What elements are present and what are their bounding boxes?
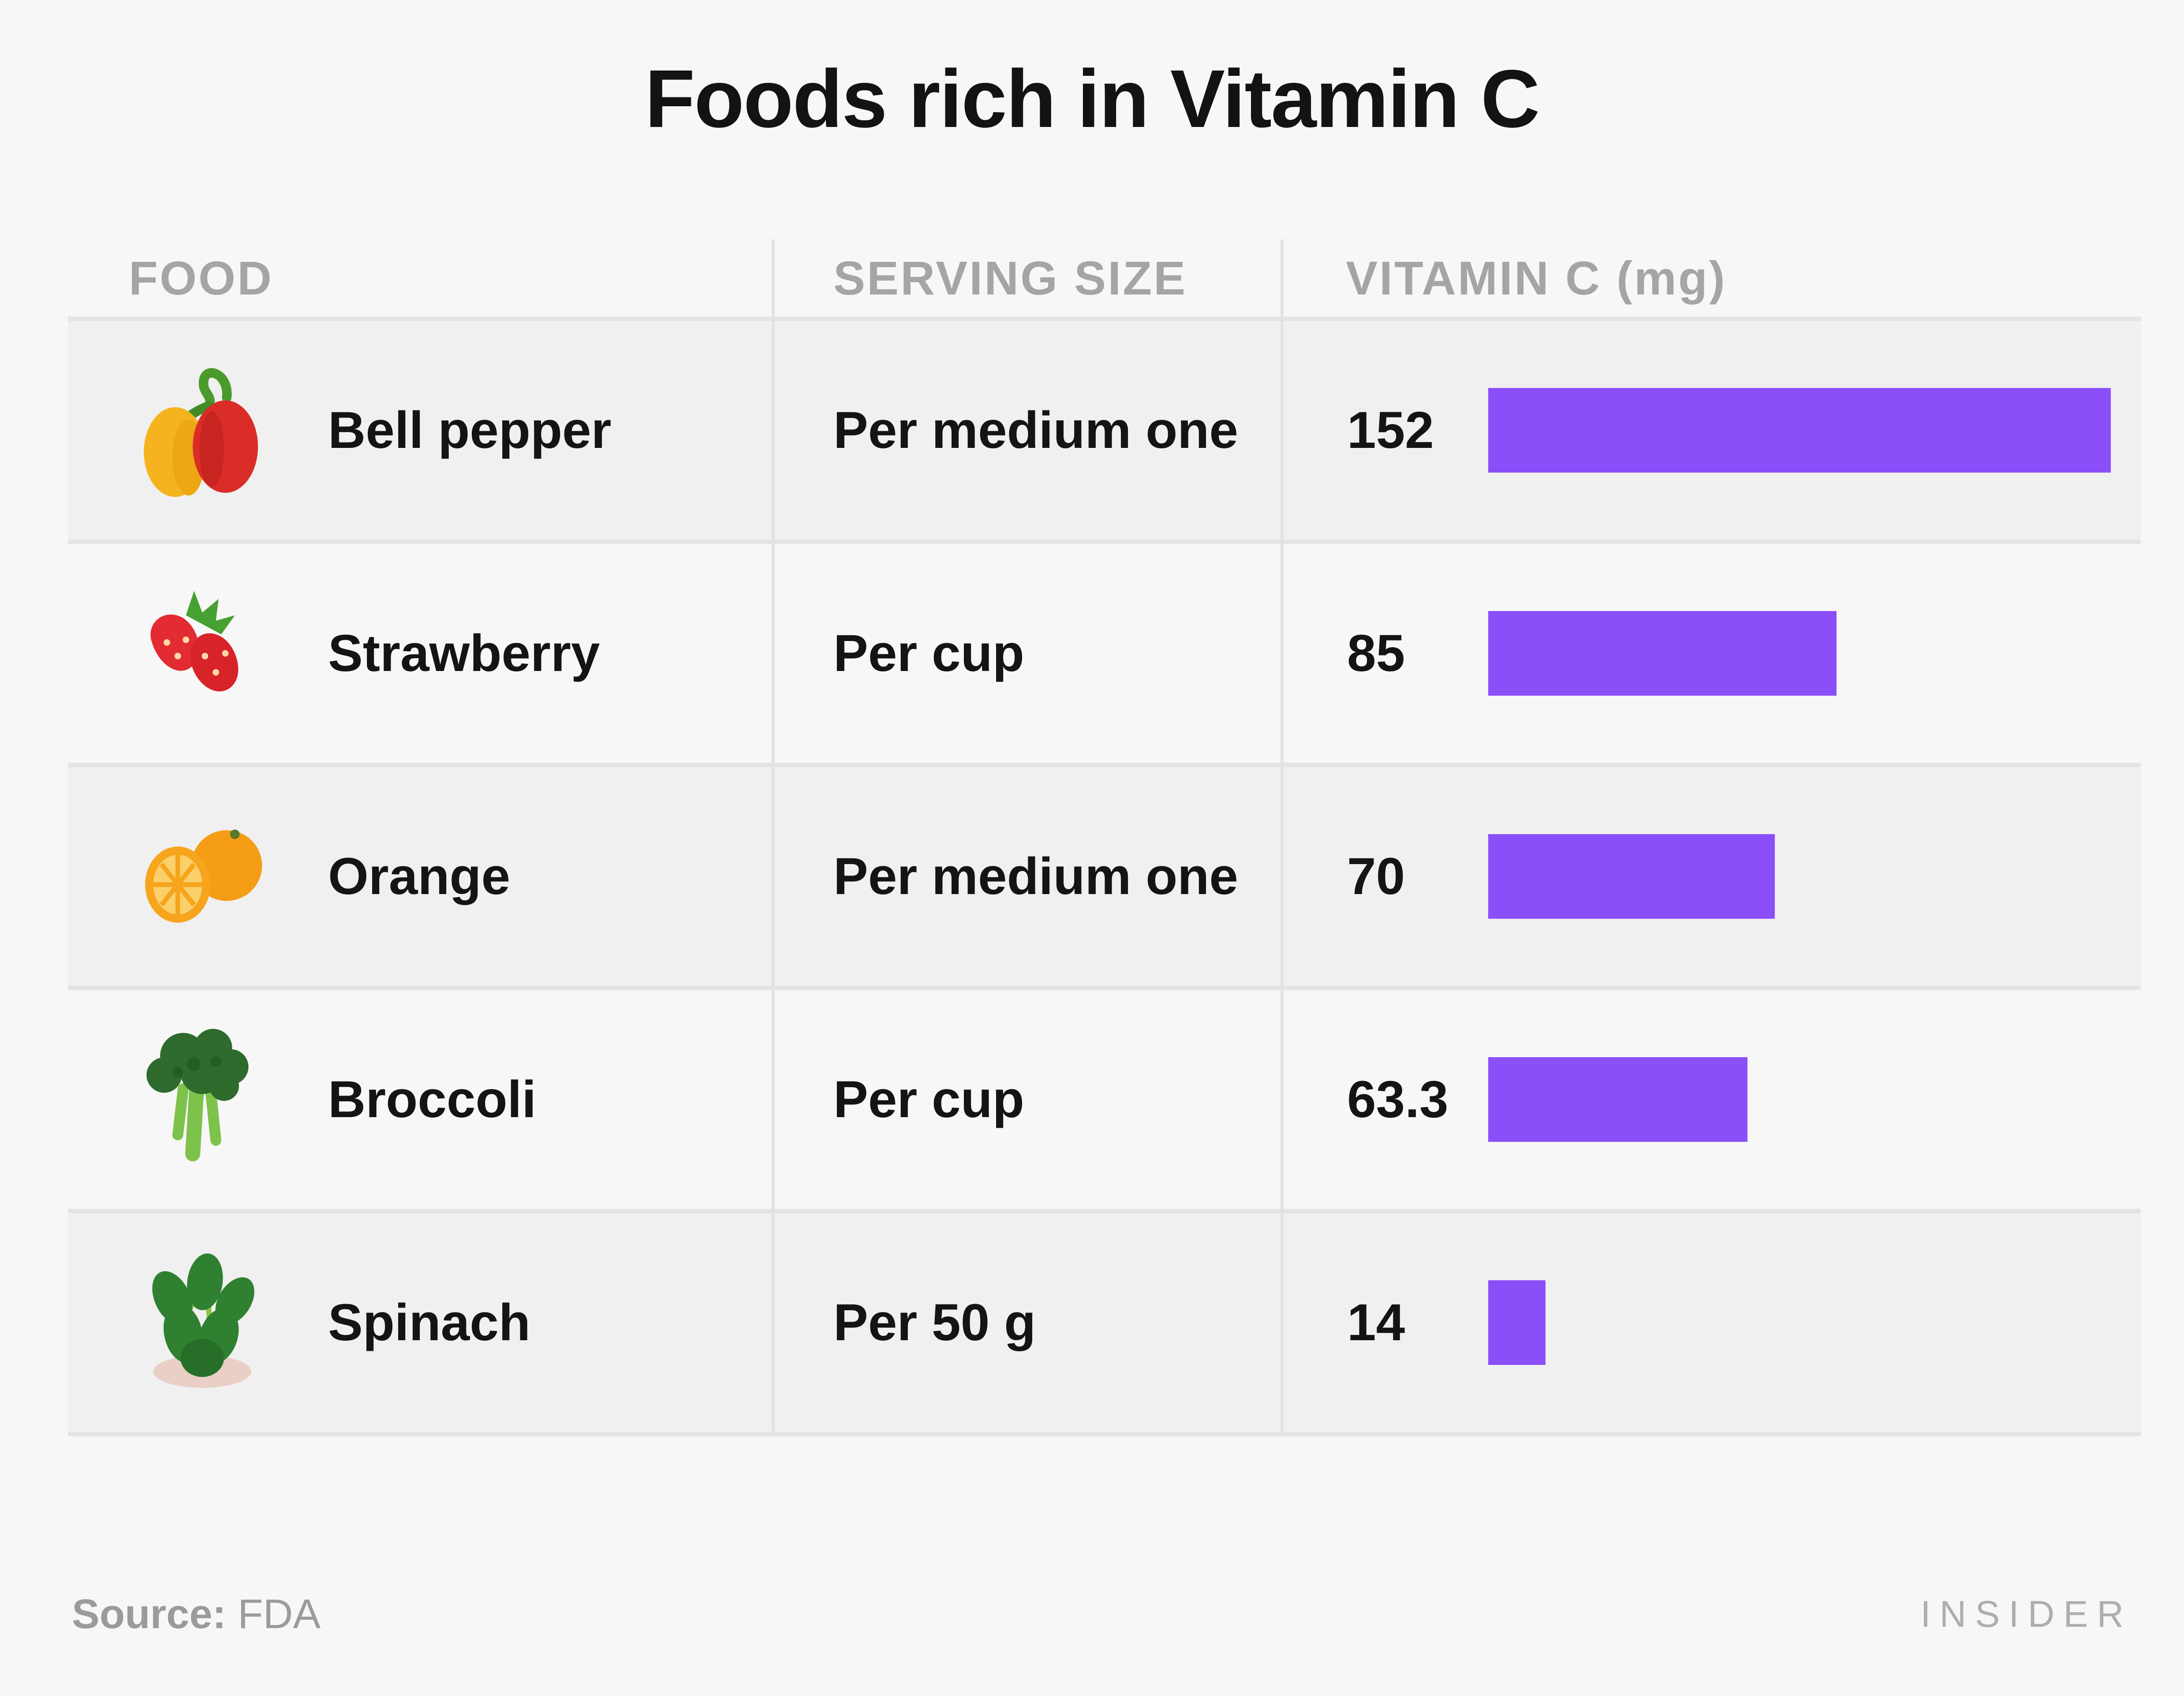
spinach-image [126, 1232, 289, 1413]
serving-size: Per medium one [833, 401, 1239, 459]
table-row: Bell pepper Per medium one 152 [68, 317, 2141, 540]
broccoli-image [126, 1009, 289, 1190]
source-label: Source: [72, 1591, 226, 1637]
food-cell: Orange [68, 767, 772, 986]
vitamin-c-bar [1488, 388, 2111, 473]
vitamin-c-bar [1488, 611, 1837, 696]
vitamin-c-cell: 70 [1281, 767, 2141, 986]
strawberry-image [126, 563, 289, 744]
serving-size: Per medium one [833, 847, 1239, 906]
serving-size: Per cup [833, 1070, 1024, 1129]
food-cell: Bell pepper [68, 321, 772, 540]
table-row: Strawberry Per cup 85 [68, 540, 2141, 763]
source-credit: Source: FDA [72, 1590, 321, 1638]
vitamin-c-bar [1488, 1057, 1747, 1142]
serving-size: Per 50 g [833, 1293, 1036, 1352]
serving-size-cell: Per cup [772, 544, 1281, 763]
vitamin-c-cell: 14 [1281, 1213, 2141, 1432]
food-cell: Spinach [68, 1213, 772, 1432]
vitamin-c-value: 63.3 [1347, 1070, 1449, 1129]
orange-image [126, 786, 289, 967]
bell-pepper-image [126, 340, 289, 521]
vitamin-c-cell: 63.3 [1281, 990, 2141, 1209]
food-cell: Broccoli [68, 990, 772, 1209]
column-divider [772, 239, 775, 1436]
vitamin-c-value: 70 [1347, 847, 1405, 906]
table-row: Spinach Per 50 g 14 [68, 1209, 2141, 1432]
table-header-row: FOOD SERVING SIZE VITAMIN C (mg) [68, 239, 2141, 317]
food-cell: Strawberry [68, 544, 772, 763]
column-divider [1281, 239, 1284, 1436]
food-name: Bell pepper [328, 401, 612, 459]
vitamin-c-cell: 152 [1281, 321, 2141, 540]
food-name: Strawberry [328, 624, 600, 682]
vitamin-c-bar [1488, 1280, 1546, 1365]
serving-size-cell: Per medium one [772, 321, 1281, 540]
serving-size-cell: Per medium one [772, 767, 1281, 986]
food-name: Orange [328, 847, 511, 906]
serving-size-cell: Per cup [772, 990, 1281, 1209]
vitamin-c-table: FOOD SERVING SIZE VITAMIN C (mg) Bell pe… [68, 239, 2141, 1436]
insider-logo: INSIDER [1920, 1593, 2132, 1635]
food-name: Broccoli [328, 1070, 537, 1129]
vitamin-c-value: 14 [1347, 1293, 1405, 1352]
serving-size-cell: Per 50 g [772, 1213, 1281, 1432]
column-header-serving-size: SERVING SIZE [833, 251, 1187, 305]
vitamin-c-value: 85 [1347, 624, 1405, 682]
source-value: FDA [238, 1591, 321, 1637]
column-header-food: FOOD [129, 251, 273, 305]
footer: Source: FDA INSIDER [0, 1590, 2184, 1638]
table-row: Orange Per medium one 70 [68, 763, 2141, 986]
serving-size: Per cup [833, 624, 1024, 682]
table-row: Broccoli Per cup 63.3 [68, 986, 2141, 1209]
vitamin-c-cell: 85 [1281, 544, 2141, 763]
vitamin-c-infographic: Foods rich in Vitamin C FOOD SERVING SIZ… [0, 58, 2184, 1696]
vitamin-c-value: 152 [1347, 401, 1434, 459]
page-title: Foods rich in Vitamin C [645, 53, 1540, 145]
vitamin-c-bar [1488, 834, 1775, 919]
food-name: Spinach [328, 1293, 530, 1352]
column-header-vitamin-c: VITAMIN C (mg) [1346, 251, 1727, 305]
table-body: Bell pepper Per medium one 152 Strawberry P… [68, 317, 2141, 1436]
